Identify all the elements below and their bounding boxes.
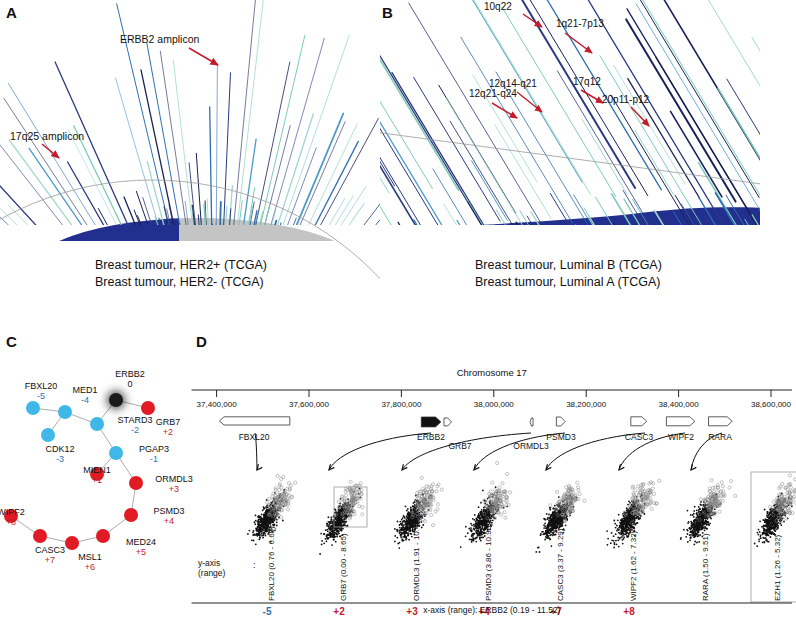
svg-text:37,400,000: 37,400,000 [197,400,238,409]
svg-text:38,200,000: 38,200,000 [566,400,607,409]
svg-text:38,400,000: 38,400,000 [659,400,700,409]
svg-text:x-axis (range): ERBB2 (0.19 -: x-axis (range): ERBB2 (0.19 - 11.52) [423,605,560,615]
svg-text:37,600,000: 37,600,000 [289,400,330,409]
svg-text:38,600,000: 38,600,000 [751,400,792,409]
svg-text:Chromosome 17: Chromosome 17 [457,367,527,378]
svg-text:37,800,000: 37,800,000 [381,400,422,409]
svg-text:38,000,000: 38,000,000 [474,400,515,409]
